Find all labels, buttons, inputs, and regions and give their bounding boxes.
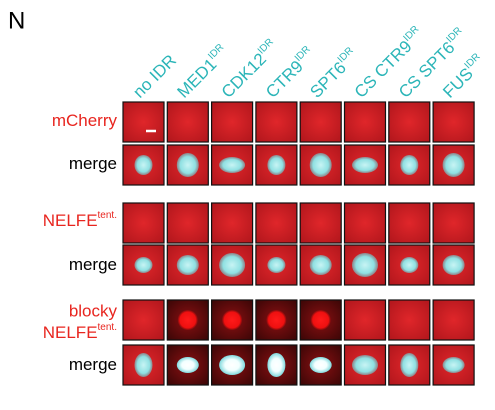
nucleus — [442, 255, 465, 275]
nucleus — [219, 253, 246, 277]
condensate — [222, 310, 243, 330]
row-label-prefix: blocky — [69, 301, 118, 320]
row-label-text: merge — [69, 255, 117, 274]
micrograph — [432, 202, 475, 244]
micrograph — [299, 101, 342, 143]
micrograph — [388, 202, 431, 244]
nucleus — [134, 353, 153, 377]
row-label-text: merge — [69, 154, 117, 173]
column-name: MED1 — [174, 55, 221, 102]
row-label-superscript: tent. — [98, 322, 117, 333]
micrograph — [122, 202, 165, 244]
row-label-text: merge — [69, 355, 117, 374]
column-name: no IDR — [130, 51, 181, 102]
row-label: merge — [69, 154, 117, 173]
nucleus — [134, 155, 153, 175]
micrograph — [432, 299, 475, 341]
nucleus — [267, 155, 286, 175]
nucleus — [219, 157, 246, 173]
nucleus — [400, 353, 419, 377]
condensate — [310, 310, 331, 330]
micrograph — [122, 344, 165, 386]
nucleus — [176, 153, 199, 177]
column-name: SPT6 — [307, 58, 351, 102]
nucleus — [400, 257, 419, 273]
micrograph — [432, 101, 475, 143]
panel-letter: N — [8, 7, 25, 34]
micrograph — [255, 101, 298, 143]
micrograph — [343, 202, 387, 244]
nucleus — [309, 255, 332, 275]
nucleus — [442, 153, 465, 177]
row-label-text: NELFE — [43, 323, 98, 342]
nucleus — [134, 257, 153, 273]
column-name: FUS — [440, 65, 477, 102]
nucleus — [309, 153, 332, 177]
micrograph — [166, 202, 209, 244]
micrograph — [255, 144, 298, 186]
row-label: NELFEtent. — [43, 210, 117, 231]
column-header: no IDR — [130, 51, 181, 102]
nucleus — [352, 355, 378, 375]
nucleus — [309, 357, 332, 373]
column-name: CDK12 — [218, 50, 270, 102]
micrograph — [388, 299, 431, 341]
micrograph — [343, 299, 387, 341]
nucleus — [176, 357, 199, 373]
micrograph — [211, 202, 254, 244]
micrograph — [166, 101, 209, 143]
micrograph — [343, 101, 387, 143]
row-label: merge — [69, 255, 117, 274]
nucleus — [352, 253, 378, 277]
nucleus — [267, 257, 286, 273]
row-label-text: NELFE — [43, 211, 98, 230]
micrograph — [299, 202, 342, 244]
row-label: merge — [69, 355, 117, 374]
nucleus — [400, 155, 419, 175]
row-label-text: mCherry — [52, 111, 118, 130]
row-label-superscript: tent. — [98, 210, 117, 221]
row-label: NELFEtent. — [43, 322, 117, 343]
nucleus — [176, 255, 199, 275]
nucleus — [267, 353, 286, 377]
column-header: SPT6IDR — [305, 45, 362, 102]
micrograph — [122, 244, 165, 286]
nucleus — [442, 357, 465, 373]
nucleus — [219, 355, 246, 375]
micrograph — [255, 202, 298, 244]
micrograph — [388, 101, 431, 143]
micrograph — [122, 299, 165, 341]
condensate — [177, 310, 198, 330]
nucleus — [352, 157, 378, 173]
micrograph — [299, 344, 342, 386]
condensate — [266, 310, 287, 330]
row-label: mCherry — [52, 111, 118, 130]
micrograph — [211, 101, 254, 143]
micrograph — [122, 101, 165, 143]
